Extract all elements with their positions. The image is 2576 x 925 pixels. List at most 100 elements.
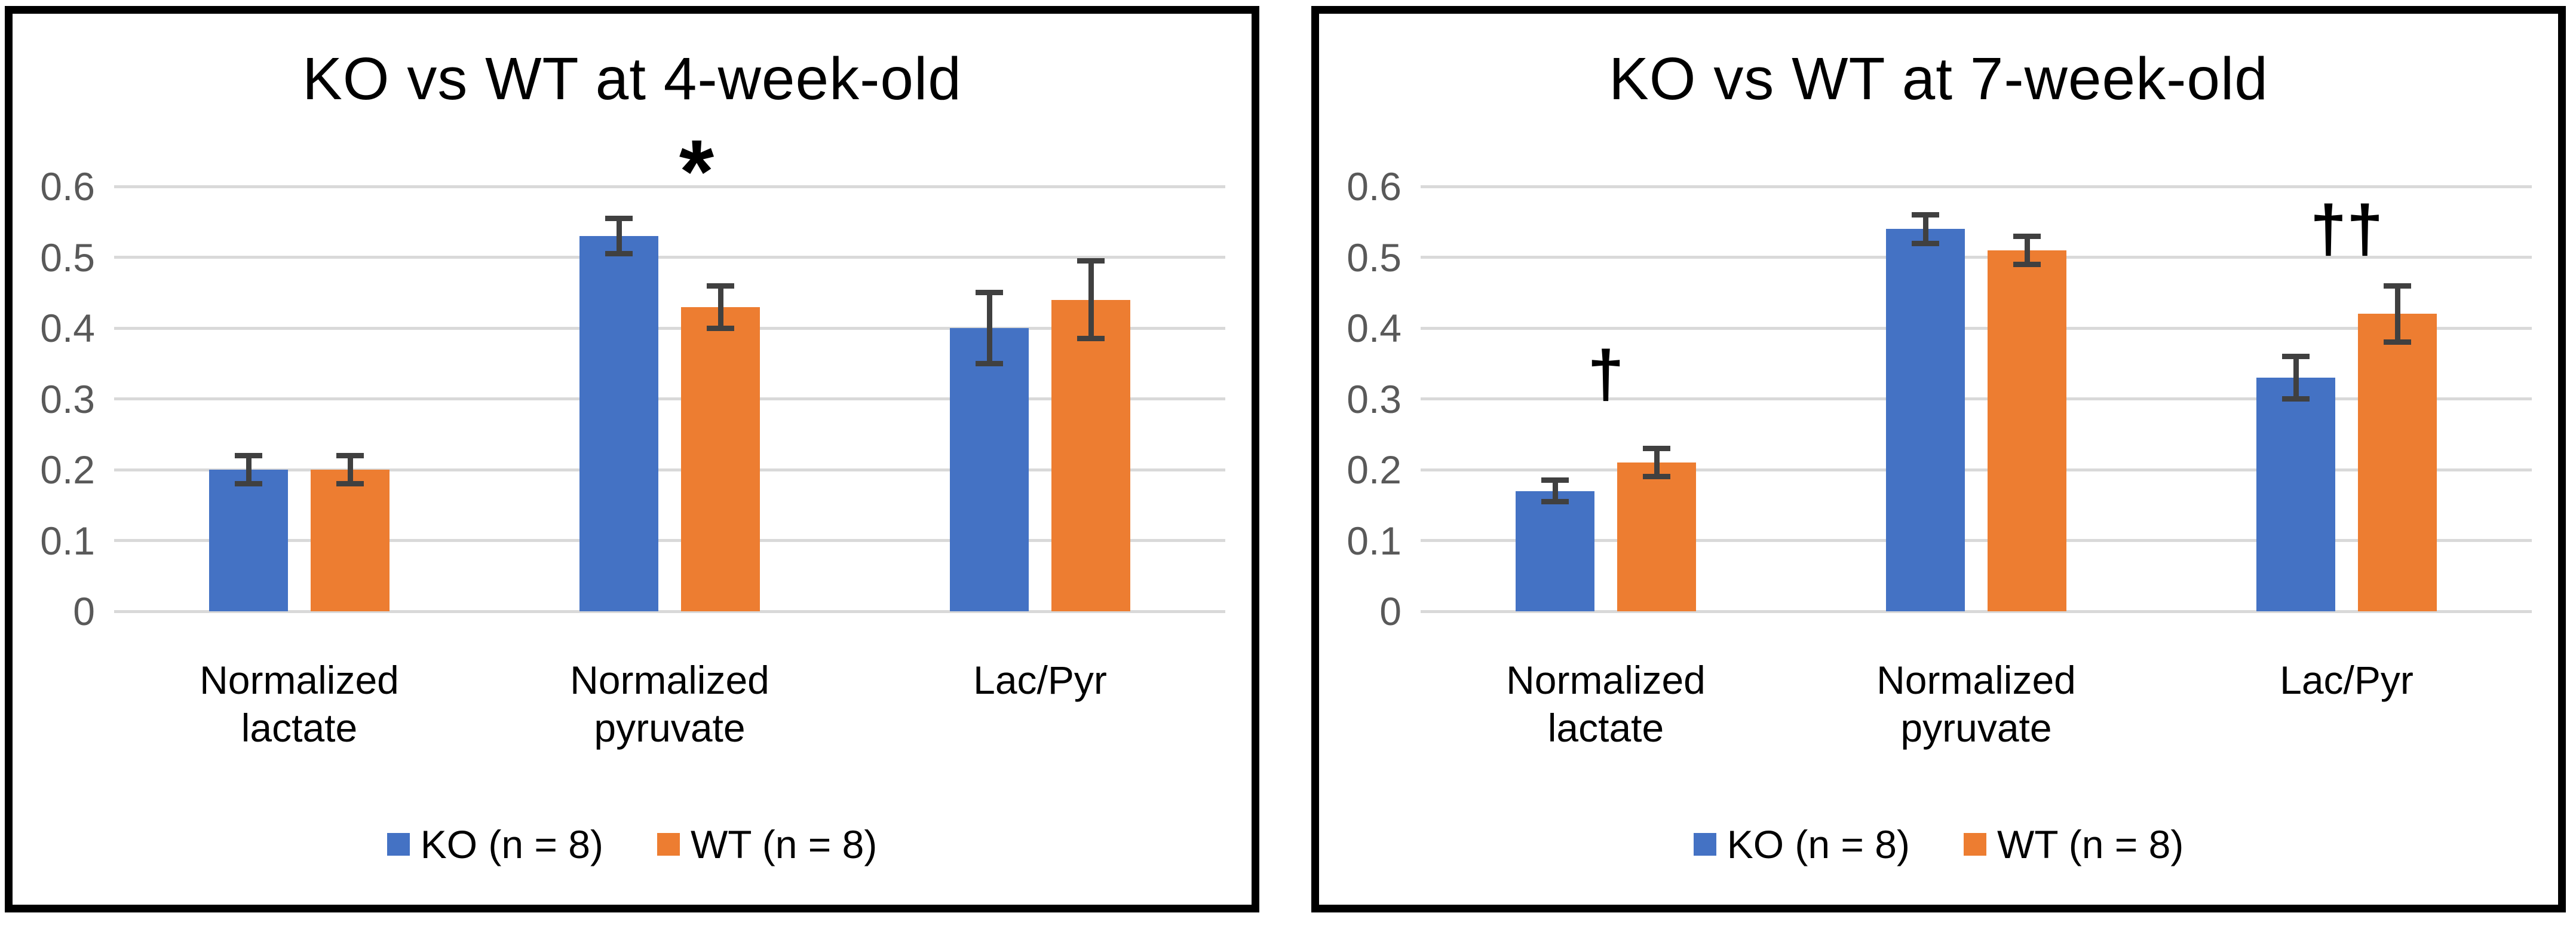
- gridline-0.3: [114, 397, 1225, 401]
- category-label-line: pyruvate: [594, 706, 746, 750]
- category-label-line: pyruvate: [1900, 706, 2052, 750]
- error-bar-whisker: [616, 218, 622, 254]
- bar-wt-2: [2358, 314, 2437, 611]
- error-bar-cap: [1077, 258, 1105, 264]
- bar-wt-0: [311, 470, 390, 611]
- error-bar-cap: [2013, 262, 2041, 268]
- chart-panel-4week: KO vs WT at 4-week-old * KO (n = 8) WT (n…: [5, 6, 1259, 912]
- gridline-0.5: [114, 256, 1225, 259]
- error-bar-cap: [235, 452, 262, 458]
- legend-swatch-ko: [387, 833, 410, 856]
- gridline-0.2: [1421, 468, 2532, 471]
- bar-ko-1: [1886, 229, 1965, 611]
- gridline-0: [114, 609, 1225, 613]
- gridline-0.1: [114, 539, 1225, 543]
- y-tick-label: 0.2: [1347, 448, 1402, 492]
- error-bar-cap: [976, 290, 1003, 296]
- legend-item: KO (n = 8): [1693, 822, 1910, 867]
- error-bar-cap: [1643, 474, 1670, 480]
- error-bar-cap: [707, 325, 734, 331]
- error-bar-cap: [2384, 283, 2411, 289]
- gridline-0.6: [114, 185, 1225, 188]
- category-label: Normalized lactate: [108, 656, 490, 752]
- legend: KO (n = 8) WT (n = 8): [13, 817, 1252, 871]
- y-tick-label: 0.1: [40, 518, 95, 563]
- error-bar-whisker: [347, 455, 353, 484]
- category-label-line: Lac/Pyr: [973, 658, 1107, 702]
- bar-ko-1: [579, 236, 658, 611]
- y-tick-label: 0.1: [1347, 518, 1402, 563]
- category-label-line: lactate: [241, 706, 358, 750]
- plot-area: † ††: [1421, 151, 2532, 613]
- gridline-0.4: [1421, 326, 2532, 330]
- error-bar-whisker: [2024, 236, 2030, 265]
- error-bar-whisker: [1088, 261, 1094, 339]
- bar-wt-1: [681, 307, 760, 611]
- gridline-0.2: [114, 468, 1225, 471]
- error-bar-whisker: [2293, 356, 2299, 399]
- significance-marker: †: [1587, 337, 1624, 411]
- error-bar-whisker: [717, 286, 723, 329]
- error-bar-cap: [2013, 233, 2041, 239]
- legend: KO (n = 8) WT (n = 8): [1319, 817, 2558, 871]
- category-label: Normalized lactate: [1415, 656, 1797, 752]
- y-tick-label: 0.6: [40, 164, 95, 209]
- category-label-line: lactate: [1547, 706, 1664, 750]
- y-tick-label: 0.6: [1347, 164, 1402, 209]
- y-tick-label: 0: [1379, 589, 1402, 633]
- bar-ko-0: [1516, 491, 1594, 611]
- error-bar-cap: [1643, 446, 1670, 452]
- error-bar-whisker: [986, 292, 992, 364]
- bar-wt-1: [1988, 250, 2066, 611]
- gridline-0.3: [1421, 397, 2532, 401]
- category-label: Lac/Pyr: [849, 656, 1231, 704]
- legend-label: KO (n = 8): [1726, 822, 1910, 866]
- error-bar-cap: [1541, 498, 1569, 504]
- gridline-0.1: [1421, 539, 2532, 543]
- gridline-0.4: [114, 326, 1225, 330]
- error-bar-cap: [2282, 396, 2310, 402]
- category-label-line: Normalized: [200, 658, 399, 702]
- legend-label: WT (n = 8): [690, 822, 878, 866]
- significance-marker: *: [679, 121, 714, 222]
- category-label-line: Lac/Pyr: [2280, 658, 2414, 702]
- chart-panel-7week: KO vs WT at 7-week-old † †† KO (n = 8) WT …: [1311, 6, 2566, 912]
- error-bar-cap: [605, 251, 633, 257]
- error-bar-cap: [1912, 212, 1939, 218]
- legend-label: KO (n = 8): [420, 822, 603, 866]
- significance-marker: ††: [2310, 192, 2384, 266]
- error-bar-whisker: [1922, 215, 1928, 243]
- category-label: Normalized pyruvate: [479, 656, 861, 752]
- legend-label: WT (n = 8): [1997, 822, 2184, 866]
- legend-swatch-wt: [657, 833, 680, 856]
- legend-swatch-ko: [1693, 833, 1716, 856]
- y-tick-label: 0.3: [1347, 376, 1402, 421]
- y-tick-label: 0.5: [40, 235, 95, 280]
- bar-wt-2: [1051, 299, 1130, 611]
- category-label-line: Normalized: [1506, 658, 1706, 702]
- error-bar-cap: [2384, 339, 2411, 345]
- error-bar-cap: [336, 481, 364, 487]
- y-tick-label: 0: [73, 589, 95, 633]
- error-bar-cap: [235, 481, 262, 487]
- y-tick-label: 0.2: [40, 448, 95, 492]
- error-bar-cap: [336, 452, 364, 458]
- y-tick-label: 0.5: [1347, 235, 1402, 280]
- gridline-0: [1421, 609, 2532, 613]
- error-bar-whisker: [2394, 286, 2400, 342]
- error-bar-cap: [1912, 240, 1939, 246]
- category-label: Lac/Pyr: [2155, 656, 2538, 704]
- error-bar-whisker: [246, 455, 252, 484]
- y-tick-label: 0.4: [40, 306, 95, 351]
- category-label: Normalized pyruvate: [1785, 656, 2167, 752]
- gridline-0.5: [1421, 256, 2532, 259]
- legend-item: WT (n = 8): [657, 822, 877, 867]
- error-bar-cap: [1541, 477, 1569, 483]
- error-bar-whisker: [1654, 448, 1660, 477]
- bar-ko-2: [2256, 378, 2335, 611]
- error-bar-whisker: [1552, 480, 1558, 502]
- bar-ko-0: [209, 470, 288, 611]
- legend-swatch-wt: [1963, 833, 1986, 856]
- bar-ko-2: [950, 328, 1029, 611]
